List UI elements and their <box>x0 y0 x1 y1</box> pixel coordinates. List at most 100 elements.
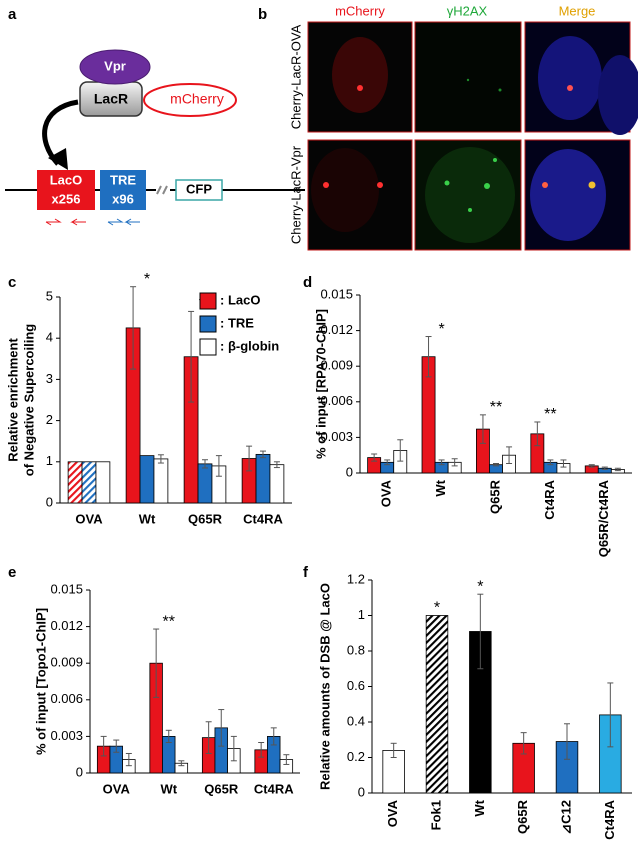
x-tick-label: OVA <box>385 799 400 827</box>
break-gap <box>156 181 170 199</box>
mcherry-label: mCherry <box>170 91 224 107</box>
y-tick-label: 0.003 <box>50 728 83 743</box>
x-tick-label: Q65R <box>487 479 502 514</box>
panel-label: a <box>8 6 17 23</box>
y-tick-label: 1 <box>46 453 53 468</box>
panel-label: e <box>8 564 16 581</box>
x-tick-label: Q65R <box>515 799 530 834</box>
x-tick-label: Wt <box>160 781 177 796</box>
laco-label: LacO <box>50 172 83 187</box>
y-tick-label: 0 <box>346 464 353 479</box>
micrograph <box>414 21 522 133</box>
y-axis-label: % of input [Topo1-ChIP] <box>33 608 48 755</box>
laco-box <box>37 170 95 210</box>
y-tick-label: 0.6 <box>347 678 365 693</box>
x-tick-label: OVA <box>75 511 103 526</box>
y-tick-label: 5 <box>46 288 53 303</box>
focus <box>588 181 596 189</box>
mcherry-shape <box>143 83 237 117</box>
binding-arrowhead <box>48 148 68 170</box>
y-tick-label: 0.8 <box>347 642 365 657</box>
focus <box>357 85 363 91</box>
focus <box>484 183 490 189</box>
x-tick-label: Ct4RA <box>243 511 283 526</box>
y-tick-label: 0.006 <box>50 691 83 706</box>
y-tick-label: 0 <box>358 784 365 799</box>
x-tick-label: ⊿C12 <box>558 800 573 835</box>
y-tick-label: 0.003 <box>320 429 353 444</box>
vpr-label: Vpr <box>104 58 126 73</box>
focus <box>444 180 450 186</box>
tre-box <box>100 170 146 210</box>
x-tick-label: OVA <box>103 781 131 796</box>
focus <box>567 85 573 91</box>
legend-label: : LacO <box>220 292 260 307</box>
significance-mark: * <box>434 600 440 617</box>
lacr-label: LacR <box>94 91 128 107</box>
x-tick-label: Wt <box>433 479 448 496</box>
focus <box>493 158 497 162</box>
break-mark <box>156 185 168 195</box>
nucleus <box>311 148 379 232</box>
x-tick-label: Fok1 <box>428 800 443 830</box>
nucleus <box>425 147 515 243</box>
y-tick-label: 0.009 <box>320 358 353 373</box>
bar <box>255 453 271 504</box>
y-tick-label: 0.006 <box>320 393 353 408</box>
x-tick-label: Q65R <box>204 781 239 796</box>
significance-mark: ** <box>544 406 556 423</box>
laco-primers <box>45 218 86 226</box>
focus <box>466 78 470 82</box>
panel-label: d <box>303 274 312 291</box>
y-tick-label: 0.015 <box>320 286 353 301</box>
microscopy-grid: mCherry γH2AX Merge Cherry-LacR-OVA Cher… <box>288 3 638 251</box>
bar <box>197 463 213 504</box>
tre-label: TRE <box>110 172 136 187</box>
bar <box>153 458 169 504</box>
y-tick-label: 0.2 <box>347 749 365 764</box>
tre-primers <box>107 218 140 226</box>
y-tick-label: 0.012 <box>50 618 83 633</box>
y-tick-label: 0.012 <box>320 322 353 337</box>
panel-label: c <box>8 274 16 291</box>
bar <box>67 461 83 504</box>
y-tick-label: 0.015 <box>50 581 83 596</box>
column-header: mCherry <box>335 3 385 18</box>
laco-copies: x256 <box>52 191 81 206</box>
y-axis-label: Relative amounts of DSB @ LacO <box>317 583 332 790</box>
legend-swatch <box>199 315 217 333</box>
focus <box>468 208 472 212</box>
significance-mark: ** <box>163 613 175 630</box>
column-header: γH2AX <box>447 3 488 18</box>
significance-mark: * <box>144 271 150 288</box>
cfp-label: CFP <box>186 181 212 196</box>
x-tick-label: Wt <box>139 511 156 526</box>
nucleus <box>332 37 388 113</box>
panel-label: b <box>258 6 267 23</box>
x-tick-label: Ct4RA <box>254 781 294 796</box>
y-axis-label: % of input [RPA70-ChIP] <box>313 309 328 459</box>
significance-mark: * <box>438 321 444 338</box>
nucleus <box>538 36 602 120</box>
column-header: Merge <box>559 3 596 18</box>
y-tick-label: 0.4 <box>347 713 365 728</box>
y-axis-label: of Negative Supercoiling <box>21 324 36 476</box>
x-tick-label: Q65R <box>188 511 223 526</box>
bar <box>139 455 155 504</box>
y-tick-label: 0 <box>46 494 53 509</box>
y-tick-label: 4 <box>46 330 53 345</box>
y-tick-label: 2 <box>46 412 53 427</box>
legend-swatch <box>199 338 217 356</box>
x-tick-label: Wt <box>472 799 487 816</box>
focus <box>542 182 548 188</box>
focus <box>498 88 502 92</box>
y-tick-label: 3 <box>46 371 53 386</box>
significance-mark: ** <box>490 399 502 416</box>
construct-diagram: mCherry LacR Vpr LacO x256 TRE x96 CFP <box>5 49 305 226</box>
significance-mark: * <box>477 578 483 595</box>
x-tick-label: Q65R/Ct4RA <box>596 479 611 557</box>
focus <box>377 182 383 188</box>
x-tick-label: Ct4RA <box>542 479 557 519</box>
